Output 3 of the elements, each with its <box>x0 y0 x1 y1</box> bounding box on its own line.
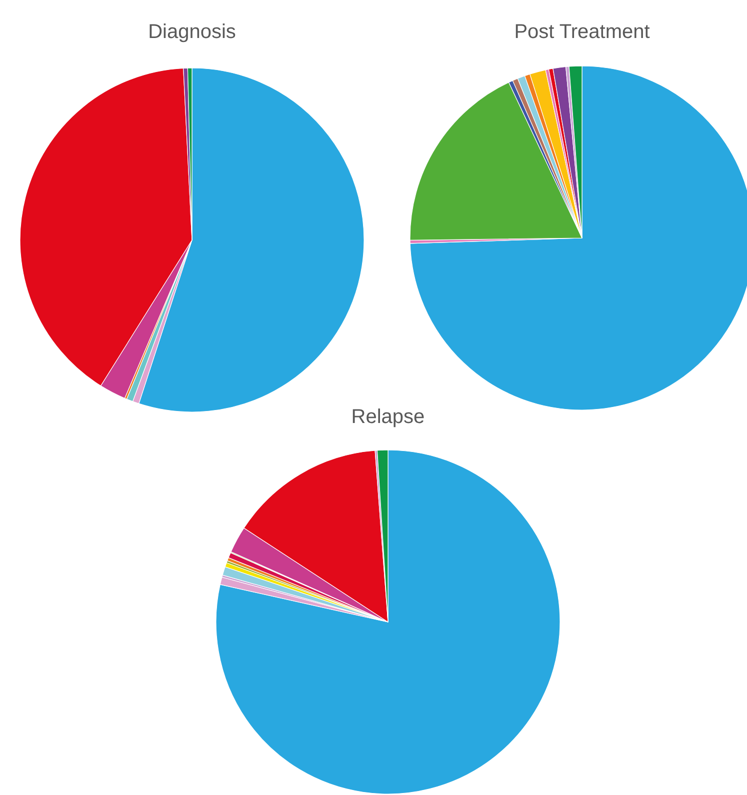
chart-title: Relapse <box>350 405 426 429</box>
chart-title: Post Treatment <box>513 20 651 44</box>
chart-title: Diagnosis <box>147 20 237 44</box>
